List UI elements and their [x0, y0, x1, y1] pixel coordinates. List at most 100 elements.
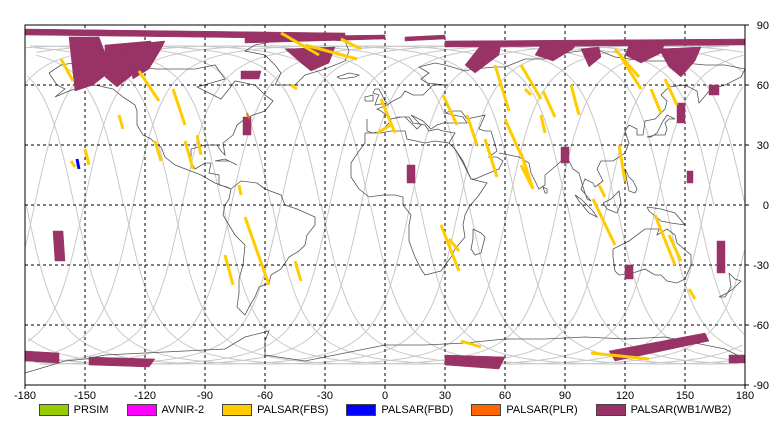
- palsar-fbs-track: [195, 134, 203, 156]
- x-tick-label: 0: [382, 390, 388, 400]
- x-tick-label: 120: [616, 390, 634, 400]
- palsar-wb-swath: [658, 46, 702, 78]
- legend-label: PALSAR(FBD): [381, 404, 454, 416]
- palsar-fbs-track: [663, 78, 679, 106]
- palsar-wb-swath: [728, 354, 746, 364]
- palsar-fbs-track: [153, 140, 163, 162]
- palsar-fbs-track: [376, 123, 392, 135]
- palsar-fbs-track: [293, 260, 303, 282]
- palsar-fbs-track: [493, 64, 511, 112]
- y-tick-label: 60: [757, 80, 769, 92]
- palsar-wb-swath: [580, 46, 602, 68]
- orbit-track: [27, 45, 745, 365]
- palsar-wb-swath: [124, 40, 166, 80]
- palsar-fbs-track: [243, 216, 271, 286]
- coastline: [336, 72, 361, 80]
- palsar-fbs-track: [465, 114, 479, 146]
- coastline: [542, 186, 548, 194]
- palsar-fbs-track: [340, 37, 362, 51]
- x-tick-label: 150: [676, 390, 694, 400]
- palsar-wb-swath: [534, 42, 578, 62]
- x-tick-label: -120: [134, 390, 156, 400]
- coastline: [646, 206, 686, 226]
- palsar-fbs-track: [653, 214, 677, 266]
- palsar-fbs-track: [137, 70, 161, 102]
- palsar-wb-swath: [464, 42, 502, 74]
- palsar-fbs-track: [519, 64, 543, 100]
- palsar-fbs-track: [69, 160, 77, 168]
- palsar-fbs-track: [569, 84, 581, 116]
- legend-swatch: [346, 404, 377, 416]
- x-tick-labels: -180 -150 -120 -90 -60 -30 0 30 60 90 120 150 180: [14, 385, 754, 400]
- coastline: [366, 48, 746, 202]
- coastline: [470, 228, 486, 256]
- palsar-fbs-track: [617, 144, 627, 182]
- orbit-track: [32, 45, 736, 365]
- palsar-wb-swath: [242, 116, 252, 136]
- palsar-fbs-track: [539, 114, 547, 134]
- x-tick-label: -60: [257, 390, 273, 400]
- x-tick-label: 60: [499, 390, 511, 400]
- coastline: [364, 94, 374, 102]
- orbit-track: [39, 45, 732, 365]
- legend-item: PALSAR(FBD): [346, 404, 453, 416]
- palsar-fbs-track: [447, 238, 461, 252]
- palsar-wb-swath: [240, 70, 262, 80]
- x-tick-label: 180: [736, 390, 754, 400]
- legend: PRSIM AVNIR-2 PALSAR(FBS) PALSAR(FBD) PALSAR…: [0, 400, 770, 420]
- palsar-wb-swath: [608, 332, 710, 362]
- palsar-wb-swath: [88, 356, 156, 368]
- legend-label: AVNIR-2: [161, 404, 205, 416]
- coastline: [372, 88, 388, 106]
- palsar-plr-track: [246, 112, 250, 120]
- palsar-fbs-track: [613, 48, 641, 78]
- palsar-wb-swath: [52, 230, 66, 262]
- legend-label: PALSAR(FBS): [257, 404, 329, 416]
- palsar-fbs-track: [541, 90, 557, 118]
- palsar-fbs-track: [83, 148, 91, 166]
- palsar-wb-swath: [624, 264, 634, 280]
- x-tick-label: -180: [14, 390, 36, 400]
- legend-item: AVNIR-2: [126, 404, 205, 416]
- coastline: [214, 158, 238, 166]
- palsar-fbs-track: [441, 94, 459, 126]
- palsar-wb-swath: [560, 146, 570, 164]
- legend-swatch: [38, 404, 69, 416]
- orbit-track: [25, 45, 744, 365]
- coastline: [602, 190, 622, 214]
- observation-layer: [24, 28, 746, 370]
- palsar-fbs-track: [649, 88, 663, 114]
- palsar-wb-swath: [708, 84, 720, 96]
- legend-swatch: [222, 404, 253, 416]
- y-tick-label: -30: [753, 260, 769, 272]
- palsar-fbs-track: [379, 98, 397, 134]
- legend-label: PRSIM: [73, 404, 109, 416]
- palsar-fbs-track: [460, 339, 482, 349]
- y-tick-label: -90: [753, 380, 769, 392]
- palsar-wb-swath: [676, 102, 686, 124]
- palsar-fbs-track: [590, 351, 650, 361]
- legend-item: PALSAR(WB1/WB2): [595, 404, 731, 416]
- coverage-map: -180 -150 -120 -90 -60 -30 0 30 60 90 120 150 180 90…: [13, 20, 769, 400]
- coastline: [646, 114, 676, 138]
- y-tick-label: -60: [753, 320, 769, 332]
- x-tick-label: -90: [197, 390, 213, 400]
- palsar-fbs-track: [667, 234, 683, 262]
- palsar-wb-swath: [686, 170, 694, 184]
- coastline: [718, 272, 742, 298]
- y-tick-label: 0: [763, 200, 769, 212]
- palsar-fbs-track: [117, 114, 125, 130]
- palsar-fbs-track: [304, 43, 358, 61]
- palsar-fbs-track: [59, 58, 75, 82]
- x-tick-label: -30: [317, 390, 333, 400]
- coastline: [574, 194, 599, 219]
- palsar-fbs-track: [183, 140, 195, 170]
- palsar-fbs-track: [439, 224, 461, 272]
- palsar-fbs-track: [280, 31, 320, 57]
- palsar-fbs-track: [687, 288, 697, 300]
- legend-swatch: [595, 404, 626, 416]
- legend-swatch: [126, 404, 157, 416]
- palsar-fbs-track: [597, 184, 607, 198]
- legend-item: PALSAR(FBS): [222, 404, 328, 416]
- orbit-track: [36, 45, 744, 365]
